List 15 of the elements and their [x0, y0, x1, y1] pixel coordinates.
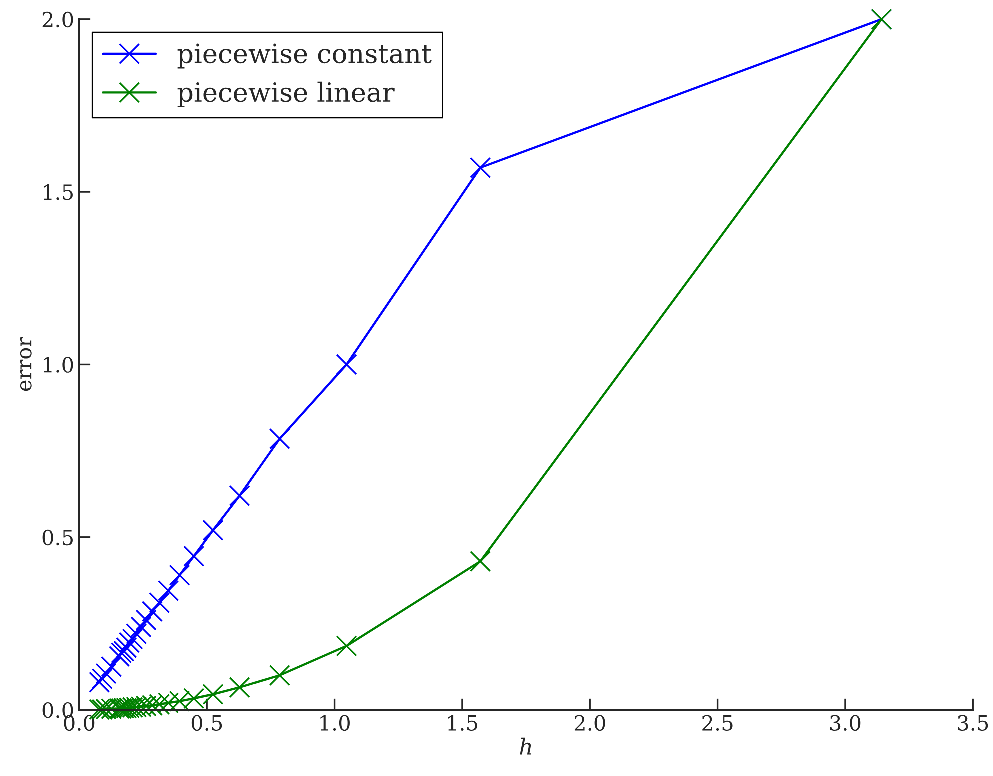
x-tick-label: 2.5: [702, 715, 733, 732]
x-axis-title: h: [520, 738, 532, 755]
legend-label: piecewise linear: [178, 82, 395, 108]
x-tick-label: 2.0: [574, 715, 606, 732]
legend-label: piecewise constant: [178, 44, 432, 69]
x-tick-label: 0.5: [192, 715, 222, 732]
x-tick-label: 1.0: [320, 715, 350, 732]
y-tick-label: 1.0: [44, 357, 74, 373]
y-axis-title: error: [20, 337, 32, 392]
y-tick-label: 0.5: [42, 530, 73, 546]
y-tick-label: 1.5: [44, 184, 73, 200]
x-tick-label: 1.5: [448, 715, 478, 732]
y-tick-label: 2.0: [42, 12, 74, 28]
x-tick-label: 3.5: [958, 715, 988, 732]
x-tick-label: 3.0: [830, 715, 861, 732]
